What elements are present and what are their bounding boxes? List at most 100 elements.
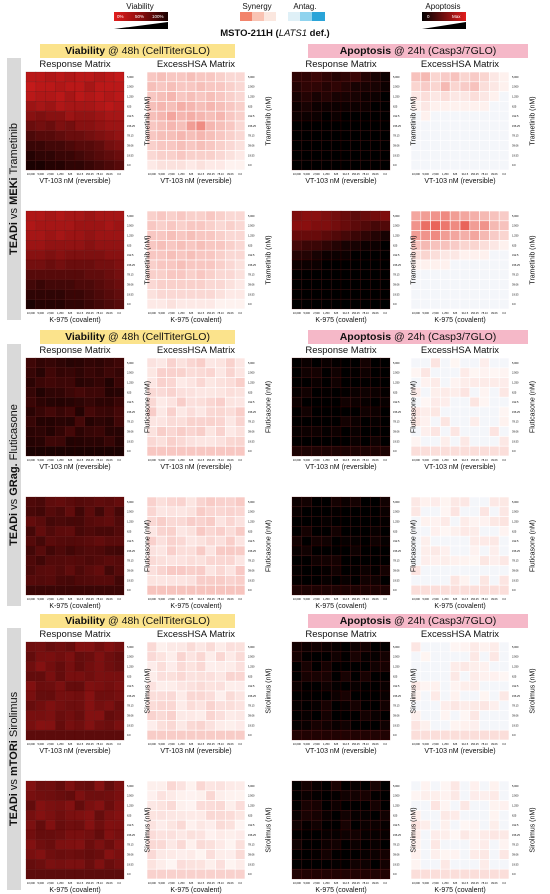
heatmap-cell [104,279,115,290]
x-tick-label: 78.13 [481,172,488,176]
heatmap-cell [45,445,56,457]
y-tick-label: 625 [127,674,132,678]
excess-matrix-title: ExcessHSA Matrix [156,345,236,356]
heatmap-cell [370,496,381,508]
heatmap-cell [25,81,37,92]
heatmap-cell [370,289,381,300]
heatmap-cell [449,790,461,801]
heatmap-cell [64,367,76,378]
heatmap-cell [185,120,197,132]
heatmap-cell [176,810,187,821]
heatmap-cell [291,496,303,508]
heatmap-cell [469,101,480,112]
x-tick-label: 39.06 [106,742,113,746]
x-tick-label: 156.25 [352,311,360,315]
heatmap-cell [156,416,167,427]
x-tick-label: 5,000 [422,311,429,315]
heatmap-cell [360,535,371,547]
heatmap-cell [176,800,187,811]
heatmap-cell [330,357,342,369]
y-tick-label: 312.5 [512,114,519,118]
heatmap-cell [25,710,37,721]
heatmap-cell [195,584,207,596]
antag-legend-title: Antag. [293,2,317,11]
heatmap-cell [195,496,207,508]
x-tick-label: 0.0 [383,742,387,746]
y-tick-label: 5,000 [393,500,400,504]
heatmap-cell [410,780,422,792]
heatmap-cell [84,729,95,741]
y-tick-label: 2,500 [248,371,255,375]
heatmap-cell [74,416,86,427]
x-tick-label: 5,000 [37,311,44,315]
heatmap-cell [234,426,246,437]
heatmap-cell [449,71,461,83]
heatmap-cell [55,259,66,271]
heatmap-cell [215,436,226,447]
heatmap-cell [225,159,236,171]
heatmap-cell [360,565,371,576]
heatmap-cell [340,406,352,418]
heatmap-cell [25,800,37,811]
heatmap-cell [146,790,158,801]
heatmap-cell [321,680,332,692]
heatmap-cell [64,110,76,122]
heatmap-cell [440,240,451,251]
heatmap-cell [104,406,115,418]
heatmap-cell [225,279,236,290]
heatmap-cell [64,516,76,527]
heatmap-cell [321,396,332,408]
heatmap-cell [440,671,451,682]
heatmap-cell [25,810,37,821]
heatmap-cell [74,91,86,102]
y-axis-label: Trametinib (nM) [265,235,273,285]
heatmap-cell [311,584,322,596]
heatmap-cell [55,377,66,388]
heatmap-cell [94,496,105,508]
heatmap-cell [25,516,37,527]
heatmap-cell [205,496,216,508]
x-tick-label: 2,500 [47,597,54,601]
heatmap-cell [74,790,86,801]
heatmap-cell [459,535,471,547]
heatmap-cell [84,641,95,653]
heatmap-cell [74,240,86,251]
heatmap-cell [311,269,322,280]
heatmap-cell [370,720,381,731]
heatmap-cell [84,819,95,831]
heatmap-cell [479,406,490,418]
x-tick-label: 156.25 [352,458,360,462]
heatmap-cell [498,641,510,653]
heatmap-cell [360,396,371,408]
heatmap-cell [479,839,490,850]
heatmap-cell [360,839,371,850]
heatmap-cell [440,555,451,566]
heatmap-cell [156,584,167,596]
heatmap-cell [25,150,37,161]
heatmap-cell [176,535,187,547]
heatmap-cell [440,849,451,860]
heatmap-cell [45,81,56,92]
x-tick-label: 2,500 [168,742,175,746]
heatmap-cell [104,849,115,860]
heatmap-cell [94,289,105,300]
heatmap-cell [379,230,391,241]
x-tick-label: 1,250 [323,597,330,601]
heatmap-cell [84,110,95,122]
heatmap-cell [234,839,246,850]
x-tick-label: 39.06 [491,458,498,462]
heatmap-cell [146,436,158,447]
heatmap-cell [195,651,207,662]
heatmap-cell [225,230,236,241]
heatmap-cell [84,220,95,231]
heatmap-cell [84,101,95,112]
heatmap-cell [94,710,105,721]
heatmap-cell [350,91,361,102]
heatmap-cell [176,269,187,280]
heatmap-cell [25,426,37,437]
heatmap-cell [498,849,510,860]
heatmap-cell [74,445,86,457]
x-tick-label: 10,000 [148,458,156,462]
heatmap-cell [113,101,125,112]
heatmap-cell [459,81,471,92]
